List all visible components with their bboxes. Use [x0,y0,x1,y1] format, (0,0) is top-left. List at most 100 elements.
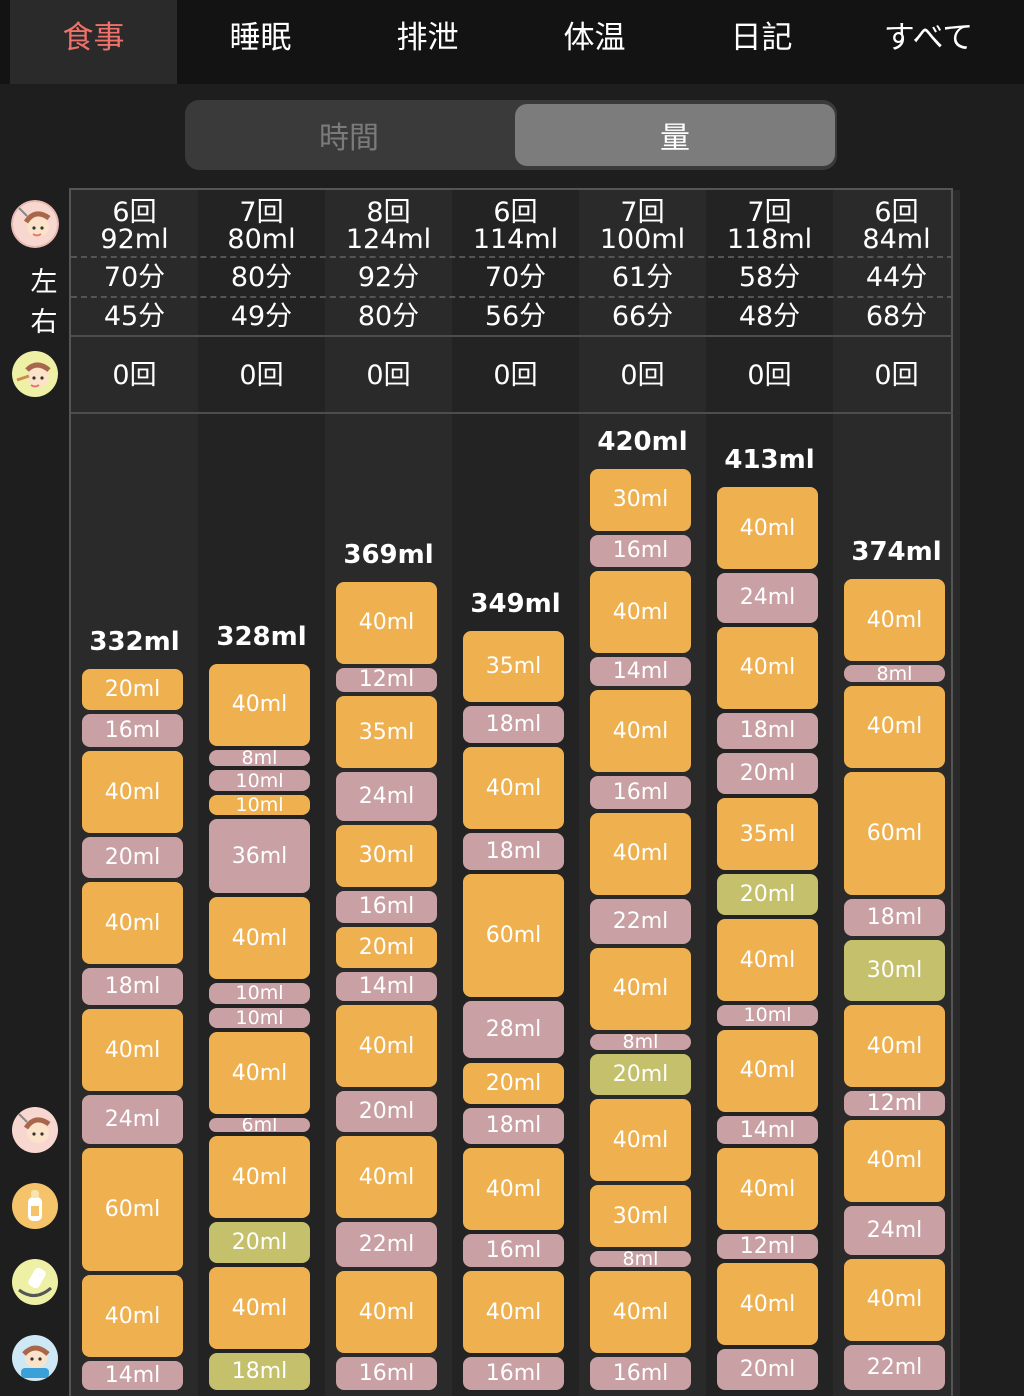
feeding-segment[interactable]: 40ml [717,919,818,1002]
feeding-segment[interactable]: 40ml [590,571,691,654]
feeding-segment[interactable]: 35ml [717,798,818,871]
feeding-segment[interactable]: 22ml [336,1222,437,1268]
feeding-segment[interactable]: 18ml [463,833,564,871]
tab-diary[interactable]: 日記 [730,20,793,56]
feeding-segment[interactable]: 30ml [336,825,437,887]
feeding-segment[interactable]: 35ml [463,630,564,703]
feeding-segment[interactable]: 40ml [336,1005,437,1088]
feeding-segment[interactable]: 8ml [209,749,310,767]
feeding-segment[interactable]: 36ml [209,819,310,894]
feeding-segment[interactable]: 16ml [463,1234,564,1268]
feeding-segment[interactable]: 24ml [82,1095,183,1145]
feeding-segment[interactable]: 20ml [336,927,437,969]
feeding-segment[interactable]: 18ml [717,712,818,750]
feeding-segment[interactable]: 30ml [590,1185,691,1247]
time-view-button[interactable]: 時間 [319,121,379,156]
feeding-segment[interactable]: 40ml [717,1029,818,1112]
feeding-segment[interactable]: 60ml [463,874,564,998]
feeding-segment[interactable]: 40ml [717,487,818,570]
amount-view-button[interactable]: 量 [515,104,835,166]
feeding-segment[interactable]: 40ml [209,1267,310,1350]
feeding-segment[interactable]: 12ml [717,1234,818,1259]
feeding-segment[interactable]: 12ml [844,1091,945,1116]
feeding-segment[interactable]: 24ml [336,771,437,822]
feeding-segment[interactable]: 18ml [82,968,183,1006]
feeding-segment[interactable]: 16ml [463,1357,564,1390]
feeding-segment[interactable]: 40ml [82,882,183,965]
feeding-segment[interactable]: 16ml [590,776,691,809]
feeding-segment[interactable]: 40ml [463,747,564,830]
feeding-segment[interactable]: 40ml [463,1148,564,1231]
feeding-segment[interactable]: 40ml [717,626,818,709]
feeding-segment[interactable]: 18ml [463,1107,564,1145]
feeding-segment[interactable]: 40ml [590,1099,691,1182]
feeding-segment[interactable]: 20ml [336,1091,437,1133]
feeding-segment[interactable]: 40ml [717,1148,818,1231]
feeding-segment[interactable]: 10ml [209,1007,310,1029]
feeding-segment[interactable]: 40ml [209,1032,310,1115]
feeding-segment[interactable]: 18ml [844,898,945,936]
feeding-segment[interactable]: 12ml [336,667,437,693]
feeding-segment[interactable]: 40ml [844,685,945,768]
feeding-segment[interactable]: 40ml [844,1005,945,1088]
feeding-segment[interactable]: 40ml [844,579,945,662]
feeding-segment[interactable]: 6ml [209,1118,310,1133]
feeding-segment[interactable]: 35ml [336,696,437,768]
feeding-segment[interactable]: 40ml [209,663,310,746]
feeding-segment[interactable]: 20ml [463,1062,564,1104]
feeding-segment[interactable]: 20ml [82,669,183,711]
feeding-segment[interactable]: 16ml [590,534,691,568]
feeding-segment[interactable]: 8ml [590,1033,691,1051]
feeding-segment[interactable]: 40ml [717,1263,818,1345]
feeding-segment[interactable]: 20ml [717,753,818,795]
feeding-segment[interactable]: 16ml [336,890,437,924]
tab-all[interactable]: すべて [883,20,974,56]
feeding-segment[interactable]: 40ml [463,1271,564,1354]
feeding-segment[interactable]: 40ml [590,812,691,895]
feeding-segment[interactable]: 10ml [209,794,310,816]
feeding-segment[interactable]: 40ml [844,1258,945,1341]
feeding-segment[interactable]: 10ml [209,770,310,791]
feeding-segment[interactable]: 16ml [82,714,183,748]
feeding-segment[interactable]: 40ml [209,897,310,980]
feeding-segment[interactable]: 18ml [209,1353,310,1390]
feeding-segment[interactable]: 22ml [844,1344,945,1390]
feeding-segment[interactable]: 40ml [590,690,691,772]
feeding-segment[interactable]: 14ml [82,1361,183,1390]
feeding-segment[interactable]: 20ml [209,1222,310,1264]
feeding-segment[interactable]: 14ml [717,1115,818,1145]
tab-temperature[interactable]: 体温 [563,20,626,56]
feeding-segment[interactable]: 40ml [336,581,437,664]
feeding-segment[interactable]: 20ml [590,1054,691,1096]
feeding-segment[interactable]: 40ml [82,1275,183,1358]
feeding-segment[interactable]: 20ml [717,1349,818,1390]
feeding-segment[interactable]: 28ml [463,1001,564,1059]
feeding-segment[interactable]: 8ml [844,665,945,682]
feeding-segment[interactable]: 40ml [590,1271,691,1354]
feeding-segment[interactable]: 40ml [844,1119,945,1202]
feeding-segment[interactable]: 40ml [82,751,183,834]
feeding-segment[interactable]: 22ml [590,898,691,944]
feeding-segment[interactable]: 60ml [844,771,945,895]
feeding-segment[interactable]: 40ml [336,1136,437,1219]
tab-excretion[interactable]: 排泄 [396,20,459,56]
feeding-segment[interactable]: 24ml [844,1205,945,1255]
feeding-segment[interactable]: 16ml [336,1357,437,1390]
feeding-segment[interactable]: 40ml [82,1009,183,1092]
feeding-segment[interactable]: 40ml [209,1136,310,1219]
feeding-segment[interactable]: 20ml [82,837,183,879]
feeding-segment[interactable]: 60ml [82,1148,183,1272]
feeding-segment[interactable]: 10ml [717,1005,818,1026]
feeding-segment[interactable]: 18ml [463,706,564,744]
feeding-segment[interactable]: 40ml [590,947,691,1030]
feeding-segment[interactable]: 40ml [336,1271,437,1354]
feeding-segment[interactable]: 8ml [590,1250,691,1268]
feeding-segment[interactable]: 20ml [717,874,818,916]
tab-meal[interactable]: 食事 [10,0,177,84]
feeding-segment[interactable]: 14ml [590,657,691,686]
feeding-segment[interactable]: 30ml [590,469,691,531]
tab-sleep[interactable]: 睡眠 [229,20,292,56]
feeding-segment[interactable]: 24ml [717,573,818,623]
feeding-segment[interactable]: 14ml [336,972,437,1002]
feeding-segment[interactable]: 16ml [590,1357,691,1390]
